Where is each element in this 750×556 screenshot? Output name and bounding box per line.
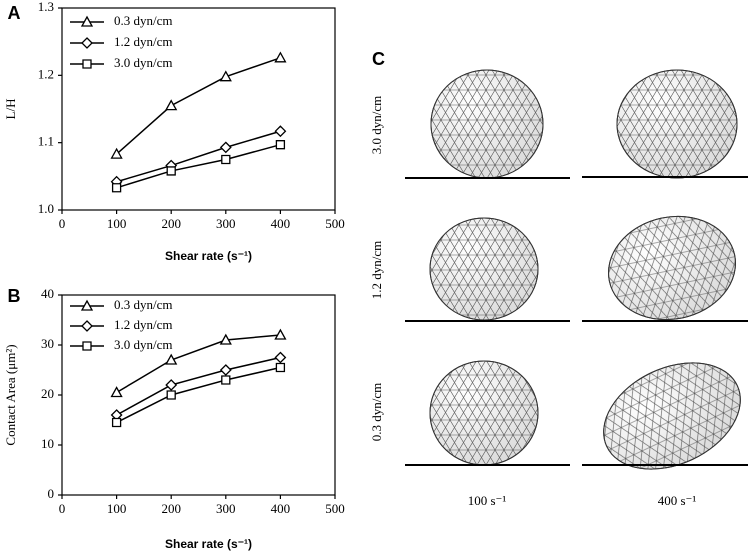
col-label: 400 s⁻¹ [658, 493, 697, 508]
chart: A 1.0 1.1 1.2 1.3 0 100 200 300 400 500 Shear rate … [3, 0, 345, 263]
y-tick-label: 10 [41, 436, 54, 451]
data-point [110, 386, 123, 398]
cell-shape [429, 69, 741, 470]
data-point [219, 141, 232, 154]
legend-label: 0.3 dyn/cm [114, 297, 173, 312]
y-tick-label: 40 [41, 286, 54, 301]
x-tick-label: 300 [216, 501, 236, 516]
plot-frame [61, 7, 336, 211]
panel-c: C 3.0 dyn/cm 1.2 dyn/cm 0.3 dyn/cm 100 s [369, 49, 748, 508]
x-tick-label: 200 [161, 501, 181, 516]
x-tick-label: 0 [59, 216, 66, 231]
row-label: 0.3 dyn/cm [369, 383, 384, 442]
substrate [405, 176, 748, 466]
legend-label: 1.2 dyn/cm [114, 317, 173, 332]
data-point [165, 99, 178, 111]
data-point [166, 166, 176, 176]
y-tick-label: 1.2 [38, 66, 54, 81]
row-label: 1.2 dyn/cm [369, 241, 384, 300]
x-axis-title: Shear rate (s⁻¹) [165, 249, 252, 263]
y-axis-title: Contact Area (μm²) [3, 344, 18, 445]
legend-marker [81, 37, 93, 49]
legend-label: 3.0 dyn/cm [114, 55, 173, 70]
y-tick-label: 1.0 [38, 201, 54, 216]
legend-marker [80, 299, 94, 311]
data-point [219, 333, 232, 345]
series-line [116, 143, 281, 189]
data-point [221, 154, 231, 165]
data-point [111, 183, 122, 193]
x-tick-label: 400 [271, 501, 291, 516]
series-line [116, 366, 281, 424]
data-point [165, 379, 178, 391]
data-point [274, 351, 287, 364]
legend-label: 0.3 dyn/cm [114, 13, 173, 28]
data-point [219, 70, 232, 82]
data-point [111, 417, 122, 428]
legend-label: 1.2 dyn/cm [114, 34, 173, 49]
y-axis-title: L/H [3, 99, 18, 120]
data-point [275, 362, 286, 373]
y-tick-label: 1.3 [38, 0, 54, 14]
series-line [116, 334, 281, 394]
row-label: 3.0 dyn/cm [369, 96, 384, 155]
legend-marker [81, 320, 93, 332]
series-line [116, 130, 281, 183]
data-point [274, 125, 287, 138]
legend-marker [80, 15, 94, 27]
series-line [116, 356, 281, 416]
x-tick-label: 500 [325, 501, 345, 516]
data-point [219, 364, 232, 376]
y-tick-label: 1.1 [38, 134, 54, 149]
y-tick-label: 0 [48, 486, 55, 501]
x-tick-label: 200 [161, 216, 181, 231]
legend-marker [82, 341, 92, 351]
panel-label: C [372, 49, 385, 69]
data-point [110, 147, 123, 159]
data-point [221, 375, 231, 385]
data-point [166, 390, 176, 400]
x-tick-label: 500 [325, 216, 345, 231]
panel-label: B [8, 286, 21, 306]
col-label: 100 s⁻¹ [468, 493, 507, 508]
x-tick-label: 100 [107, 216, 127, 231]
legend-label: 3.0 dyn/cm [114, 337, 173, 352]
x-tick-label: 400 [271, 216, 291, 231]
series-line [116, 57, 281, 155]
plot-frame [61, 294, 336, 496]
legend-marker [82, 59, 92, 69]
data-point [275, 140, 286, 150]
panel-label: A [8, 3, 21, 23]
x-tick-label: 300 [216, 216, 236, 231]
x-tick-label: 100 [107, 501, 127, 516]
data-point [274, 328, 287, 340]
y-tick-label: 20 [41, 386, 54, 401]
y-tick-label: 30 [41, 336, 54, 351]
data-point [274, 51, 287, 63]
x-axis-title: Shear rate (s⁻¹) [165, 537, 252, 551]
x-tick-label: 0 [59, 501, 66, 516]
data-point [165, 353, 178, 365]
